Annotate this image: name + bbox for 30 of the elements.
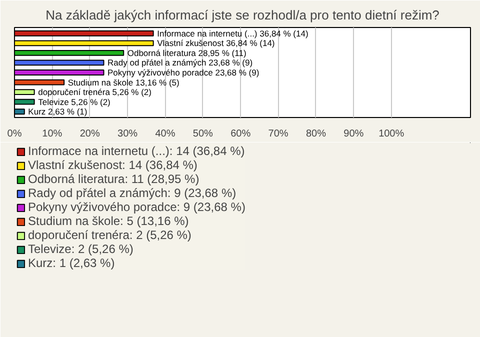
x-tick-label: 90% bbox=[344, 128, 364, 140]
x-tick-label: 20% bbox=[80, 128, 100, 140]
x-tick-label: 10% bbox=[42, 128, 62, 140]
data-label: Rady od přátel a známých 23,68 % (9) bbox=[108, 58, 253, 68]
x-tick-label: 60% bbox=[230, 128, 251, 140]
data-label: Kurz 2,63 % (1) bbox=[28, 106, 88, 117]
x-tick-label: 50% bbox=[192, 128, 214, 140]
legend-label: Rady od přátel a známých: 9 (23,68 %) bbox=[28, 186, 236, 200]
data-label: Vlastní zkušenost 36,84 % (14) bbox=[157, 38, 275, 48]
data-label: Pokyny výživového poradce 23,68 % (9) bbox=[108, 68, 260, 78]
data-label: Studium na škole 13,16 % (5) bbox=[68, 77, 180, 88]
legend-label: Studium na škole: 5 (13,16 %) bbox=[28, 214, 189, 228]
data-label: Televize 5,26 % (2) bbox=[38, 96, 111, 107]
legend-label: doporučení trenéra: 2 (5,26 %) bbox=[28, 228, 192, 242]
legend-label: Pokyny výživového poradce: 9 (23,68 %) bbox=[28, 200, 246, 214]
x-tick-label: 70% bbox=[268, 128, 288, 140]
legend-label: Odborná literatura: 11 (28,95 %) bbox=[28, 172, 200, 186]
data-label: doporučení trenéra 5,26 % (2) bbox=[38, 87, 152, 98]
x-tick-label: 100% bbox=[378, 128, 404, 140]
x-tick-label: 80% bbox=[306, 128, 326, 140]
legend-label: Vlastní zkušenost: 14 (36,84 %) bbox=[28, 158, 198, 172]
data-label: Informace na internetu (...) 36,84 % (14) bbox=[157, 28, 308, 38]
chart-title: Na základě jakých informací jste se rozhodl/a pro tento dietní režim? bbox=[46, 8, 440, 22]
data-label: Odborná literatura 28,95 % (11) bbox=[127, 48, 246, 58]
x-tick-label: 40% bbox=[155, 128, 176, 140]
legend-label: Kurz: 1 (2,63 %) bbox=[28, 256, 115, 270]
x-tick-label: 30% bbox=[118, 128, 138, 140]
x-tick-label: 0% bbox=[7, 128, 22, 140]
legend-label: Informace na internetu (...): 14 (36,84 %) bbox=[28, 144, 245, 158]
legend-label: Televize: 2 (5,26 %) bbox=[28, 242, 134, 256]
